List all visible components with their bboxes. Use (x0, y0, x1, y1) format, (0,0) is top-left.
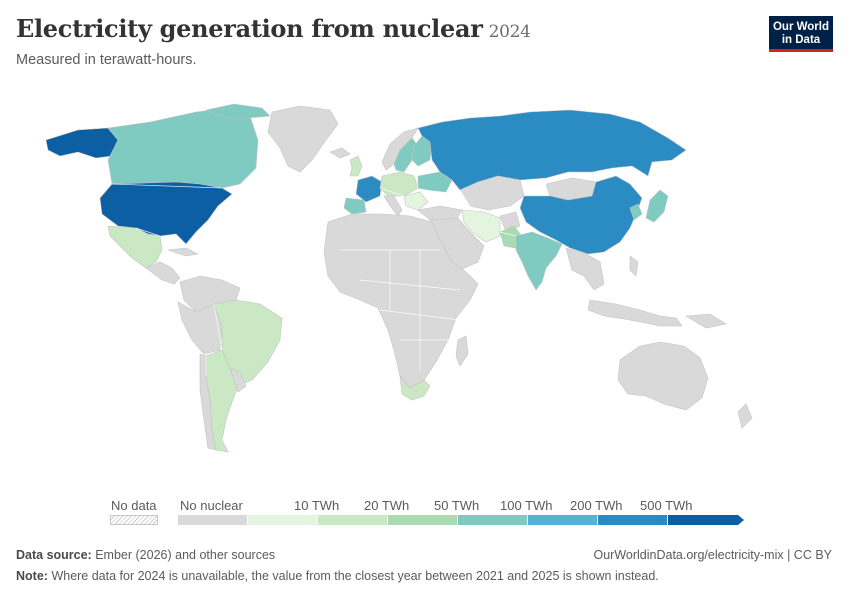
footer-url[interactable]: OurWorldinData.org/electricity-mix | CC … (593, 548, 833, 562)
legend-arrow-icon (738, 515, 744, 525)
country-italy[interactable] (383, 195, 403, 217)
map-legend: No data No nuclear 10 TWh 20 TWh 50 TWh … (0, 495, 850, 535)
footer-source-label: Data source: (16, 548, 92, 562)
legend-swatch-50-100[interactable] (458, 515, 528, 525)
legend-swatch-100-200[interactable] (528, 515, 598, 525)
country-central-america[interactable] (145, 261, 181, 285)
country-papua-new-guinea[interactable] (685, 313, 727, 329)
country-canada-islands[interactable] (204, 103, 271, 119)
country-paraguay-uruguay[interactable] (229, 367, 247, 393)
country-cuba[interactable] (167, 247, 199, 257)
country-north-africa[interactable] (323, 213, 479, 389)
legend-tick-20: 20 TWh (364, 498, 410, 513)
legend-tick-50: 50 TWh (434, 498, 480, 513)
legend-swatch-no-data[interactable] (110, 515, 158, 525)
country-spain[interactable] (343, 197, 367, 215)
legend-swatch-0-10[interactable] (248, 515, 318, 525)
country-india[interactable] (515, 231, 563, 291)
country-iran[interactable] (461, 209, 501, 243)
footer-note-label: Note: (16, 569, 48, 583)
country-france[interactable] (355, 175, 383, 203)
legend-tick-200: 200 TWh (570, 498, 623, 513)
country-philippines[interactable] (629, 255, 639, 277)
country-iceland[interactable] (329, 147, 351, 159)
country-peru-bolivia[interactable] (177, 301, 223, 355)
country-mexico[interactable] (107, 225, 163, 269)
title-text: Electricity generation from nuclear (16, 14, 483, 43)
country-new-zealand[interactable] (737, 403, 753, 429)
legend-swatch-20-50[interactable] (388, 515, 458, 525)
country-turkey[interactable] (417, 205, 463, 221)
chart-subtitle: Measured in terawatt-hours. (16, 52, 197, 68)
country-central-europe[interactable] (379, 171, 419, 197)
border-lines-eurasia (379, 175, 547, 237)
country-brazil[interactable] (213, 299, 283, 387)
border-lines-africa (340, 249, 461, 370)
footer-source-text[interactable]: Ember (2026) and other sources (95, 548, 276, 562)
country-south-africa[interactable] (399, 375, 431, 401)
country-china[interactable] (519, 175, 643, 255)
world-map[interactable] (0, 80, 850, 490)
country-us-alaska[interactable] (45, 127, 119, 159)
footer-note: Note: Where data for 2024 is unavailable… (16, 569, 659, 583)
legend-swatch-500-plus[interactable] (668, 515, 738, 525)
legend-label-no-data: No data (111, 498, 157, 513)
country-russia[interactable] (417, 109, 687, 191)
legend-swatch-200-500[interactable] (598, 515, 668, 525)
legend-tick-100: 100 TWh (500, 498, 553, 513)
border-lines-americas (111, 183, 223, 376)
logo-line-2: in Data (781, 34, 821, 46)
legend-swatch-no-nuclear[interactable] (178, 515, 248, 525)
owid-logo[interactable]: Our World in Data (769, 16, 833, 52)
country-southeast-asia[interactable] (565, 247, 605, 291)
legend-tick-10: 10 TWh (294, 498, 340, 513)
country-japan[interactable] (645, 189, 669, 223)
chart-title: Electricity generation from nuclear 2024 (16, 14, 531, 43)
title-year: 2024 (488, 22, 531, 42)
country-united-states[interactable] (99, 181, 233, 245)
country-australia[interactable] (617, 341, 709, 411)
footer-note-text: Where data for 2024 is unavailable, the … (51, 569, 659, 583)
legend-label-no-nuclear: No nuclear (180, 498, 243, 513)
legend-swatch-10-20[interactable] (318, 515, 388, 525)
logo-line-1: Our World (772, 21, 829, 33)
country-indonesia[interactable] (587, 299, 683, 327)
country-madagascar[interactable] (455, 335, 469, 367)
country-united-kingdom[interactable] (349, 155, 363, 177)
footer-source: Data source: Ember (2026) and other sour… (16, 548, 275, 562)
legend-tick-500: 500 TWh (640, 498, 693, 513)
country-south-korea[interactable] (629, 203, 643, 221)
country-balkans[interactable] (403, 191, 429, 211)
country-canada[interactable] (107, 107, 259, 189)
country-greenland[interactable] (267, 105, 339, 173)
